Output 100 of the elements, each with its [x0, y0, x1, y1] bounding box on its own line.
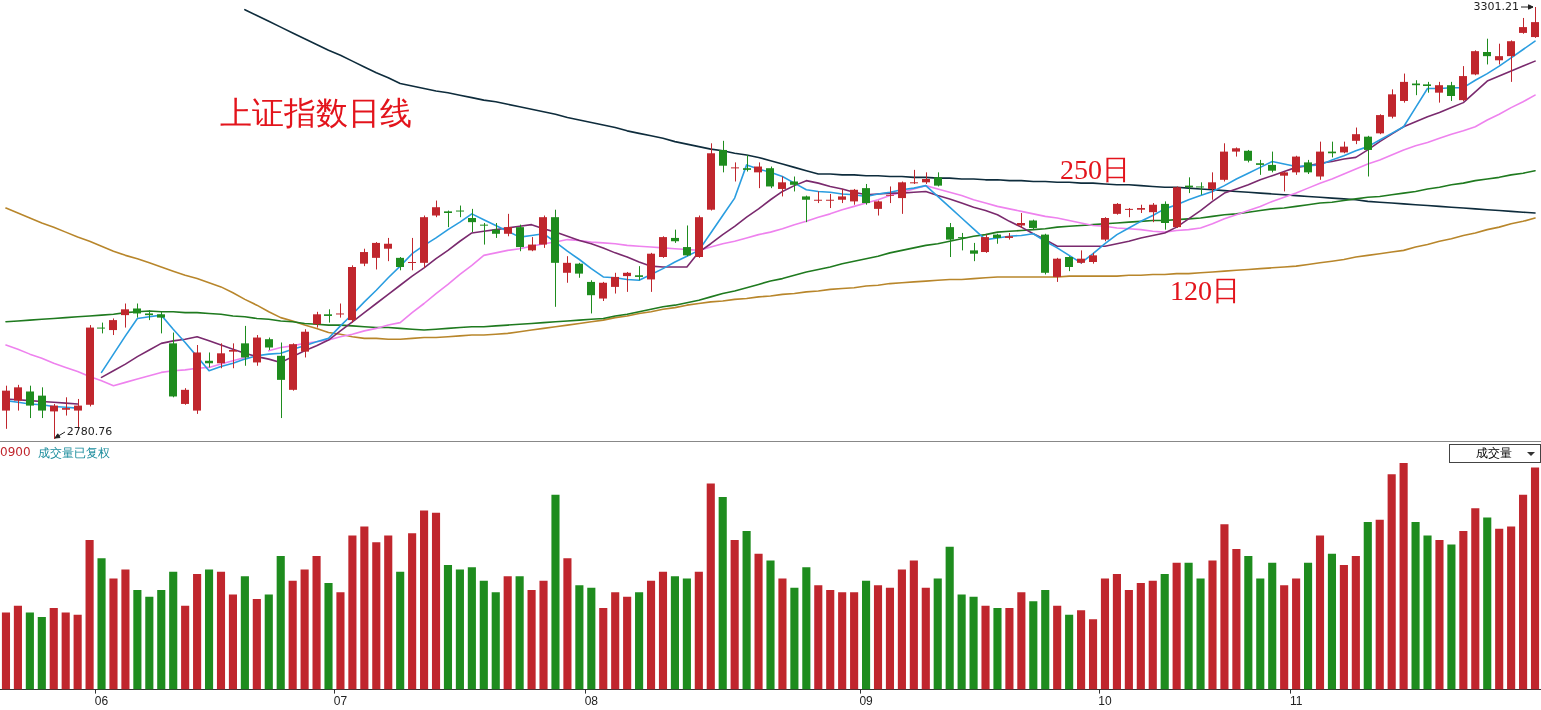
- candlestick: [1268, 151, 1276, 173]
- bar: [157, 589, 166, 690]
- bar: [635, 592, 644, 690]
- bar: [204, 569, 214, 690]
- bar: [467, 567, 476, 690]
- bar: [228, 594, 237, 690]
- candlestick: [372, 241, 380, 270]
- bar: [1232, 549, 1241, 690]
- candlestick: [14, 384, 22, 412]
- bar: [1088, 619, 1098, 690]
- candlestick: [1376, 113, 1384, 135]
- bar: [503, 576, 512, 690]
- bar: [981, 605, 990, 690]
- bar: [312, 555, 321, 690]
- bar: [240, 576, 249, 690]
- candlestick: [516, 224, 524, 252]
- bar: [121, 569, 130, 690]
- bar: [850, 592, 859, 690]
- bar: [252, 598, 261, 690]
- bar: [455, 569, 464, 690]
- candlestick: [38, 386, 46, 419]
- bar: [515, 576, 524, 690]
- bar: [1005, 608, 1014, 690]
- text: 成交量已复权: [38, 445, 110, 462]
- candlestick: [384, 237, 392, 262]
- candlestick: [766, 166, 774, 189]
- bar: [1339, 564, 1348, 690]
- bar: [133, 589, 142, 690]
- bar: [1435, 540, 1444, 690]
- bar: [1280, 585, 1289, 690]
- x-tick-label: 06: [94, 694, 109, 709]
- bar: [778, 578, 787, 690]
- x-tick-label: 11: [1289, 694, 1303, 709]
- candlestick: [1495, 43, 1503, 65]
- candlestick: [1364, 135, 1372, 178]
- candlestick: [1447, 81, 1455, 102]
- bar: [730, 540, 739, 690]
- candlestick: [480, 222, 488, 246]
- bar: [802, 567, 811, 690]
- bar: [479, 580, 488, 690]
- bar: [1112, 574, 1121, 690]
- x-tick-label: 08: [584, 694, 599, 709]
- bar: [443, 564, 453, 690]
- bar: [216, 571, 226, 690]
- bar: [181, 605, 190, 690]
- bar: [945, 546, 954, 690]
- bar: [921, 587, 930, 690]
- bar: [193, 574, 202, 690]
- candlestick: [1053, 257, 1061, 283]
- bar: [336, 592, 345, 690]
- x-tick-label: 09: [859, 694, 874, 709]
- bar: [969, 596, 978, 690]
- candlestick: [62, 396, 70, 417]
- bar: [97, 558, 106, 690]
- bar: [1459, 530, 1468, 690]
- bar: [718, 496, 727, 690]
- bar: [1447, 544, 1456, 690]
- bar: [993, 608, 1002, 690]
- bar: [264, 594, 273, 690]
- bar: [706, 483, 715, 690]
- bar: [1053, 605, 1062, 690]
- bar: [1029, 601, 1038, 690]
- bar: [1041, 589, 1050, 690]
- bar: [1136, 583, 1145, 690]
- candlestick: [599, 281, 607, 302]
- bar: [909, 560, 918, 690]
- candlestick: [659, 235, 667, 259]
- x-tick-label: 10: [1098, 694, 1112, 709]
- x-tick-label: 07: [333, 694, 348, 709]
- bar: [611, 592, 620, 690]
- candlestick: [324, 308, 332, 324]
- bar: [360, 526, 369, 690]
- annotation: 120日: [1170, 275, 1240, 307]
- bar: [563, 558, 572, 690]
- bar: [1100, 578, 1110, 690]
- candlestick: [886, 185, 894, 204]
- bar: [1244, 555, 1253, 690]
- bar: [1327, 553, 1337, 690]
- bar: [1363, 521, 1372, 690]
- bar: [1, 612, 11, 690]
- bar: [37, 617, 46, 690]
- bar: [1065, 614, 1074, 690]
- bar: [1220, 524, 1229, 690]
- bar: [754, 553, 763, 690]
- annotation: 2780.76: [66, 425, 113, 438]
- bar: [1304, 562, 1313, 690]
- bar: [1495, 528, 1504, 690]
- bar: [826, 589, 835, 690]
- bar: [623, 596, 632, 690]
- bar: [862, 580, 871, 690]
- candlestick: [26, 385, 34, 419]
- bar: [885, 587, 895, 690]
- bar: [766, 560, 775, 690]
- candlestick: [2, 385, 10, 430]
- bar: [288, 580, 297, 690]
- bar: [575, 585, 584, 690]
- bar: [790, 587, 799, 690]
- bar: [1423, 535, 1432, 690]
- candlestick: [1471, 49, 1479, 76]
- bar: [1351, 555, 1360, 690]
